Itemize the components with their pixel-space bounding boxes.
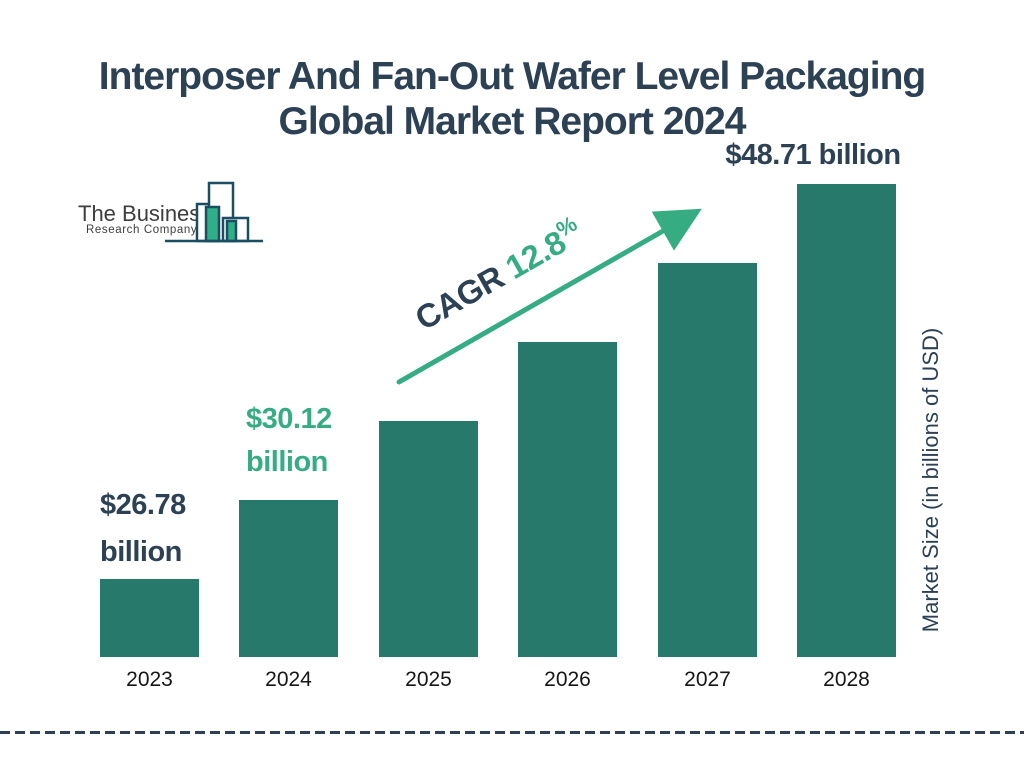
- x-tick-2028: 2028: [823, 668, 870, 691]
- bar-2026: [518, 342, 617, 657]
- x-tick-2023: 2023: [126, 668, 173, 691]
- x-tick-2025: 2025: [405, 668, 452, 691]
- logo-subname: Research Company: [86, 224, 198, 236]
- value-label-2023: $26.78 billion: [100, 482, 186, 576]
- growth-arrow-icon: [396, 208, 702, 385]
- value-label-2023-unit: billion: [100, 536, 182, 568]
- bar-2024: [239, 500, 338, 657]
- bar-2023: [100, 579, 199, 657]
- value-label-2024-unit: billion: [246, 446, 328, 478]
- x-tick-2026: 2026: [544, 668, 591, 691]
- bar-2025: [379, 421, 478, 657]
- y-axis-label: Market Size (in billions of USD): [918, 327, 943, 633]
- x-tick-2027: 2027: [684, 668, 731, 691]
- value-label-2024-amount: $30.12: [246, 403, 332, 435]
- value-label-2023-amount: $26.78: [100, 489, 186, 521]
- value-label-2024: $30.12 billion: [246, 398, 332, 484]
- value-label-2028: $48.71 billion: [725, 139, 901, 171]
- logo-name: The Business: [78, 201, 212, 226]
- page-title: Interposer And Fan-Out Wafer Level Packa…: [0, 54, 1024, 144]
- bar-2028: [797, 184, 896, 657]
- x-tick-2024: 2024: [265, 668, 312, 691]
- bar-2027: [658, 263, 757, 657]
- bar-chart-logo-icon: [165, 181, 263, 243]
- page-title-line1: Interposer And Fan-Out Wafer Level Packa…: [98, 55, 926, 98]
- bottom-dashed-divider: [0, 731, 1024, 734]
- page-title-line2: Global Market Report 2024: [278, 100, 747, 143]
